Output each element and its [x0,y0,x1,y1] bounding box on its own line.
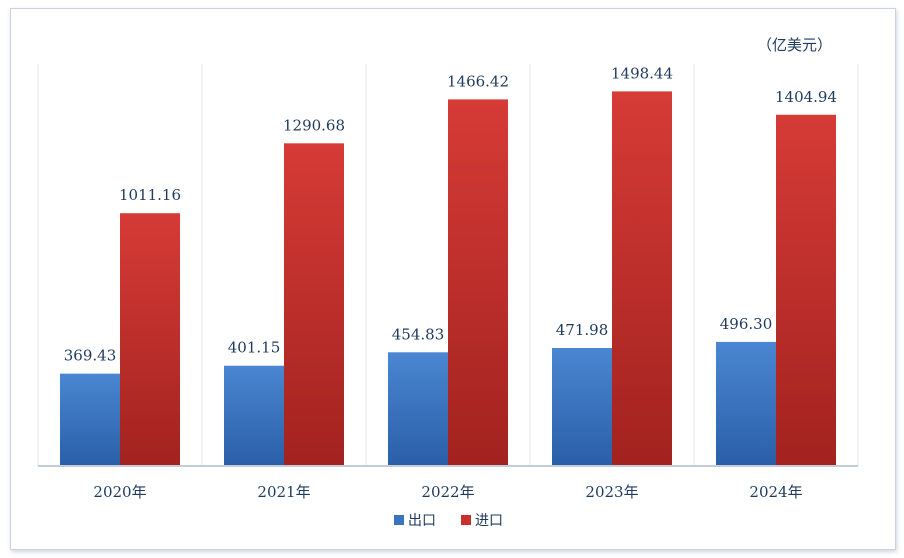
export-value-label: 471.98 [556,321,609,339]
import-value-label: 1011.16 [119,186,181,204]
export-value-label: 496.30 [720,315,773,333]
export-value-label: 454.83 [392,325,445,343]
category-label: 2024年 [749,483,802,501]
category-label: 2020年 [93,483,146,501]
import-value-label: 1290.68 [283,116,345,134]
import-value-label: 1404.94 [775,88,837,106]
export-bar [716,341,776,466]
export-value-label: 369.43 [64,347,117,365]
import-bar [120,213,180,466]
import-value-label: 1466.42 [447,72,509,90]
import-bar [776,114,836,466]
import-bar [448,99,508,467]
export-bar [388,352,448,466]
legend-swatch-export [394,515,404,525]
export-bar [224,365,284,466]
export-bar [60,373,120,466]
legend-swatch-import [461,515,471,525]
legend-label-export: 出口 [408,513,436,529]
import-value-label: 1498.44 [611,64,673,82]
import-bar [284,143,344,466]
unit-label: （亿美元） [757,36,832,54]
export-value-label: 401.15 [228,339,281,357]
export-bar [552,348,612,466]
category-label: 2023年 [585,483,638,501]
import-bar [612,91,672,466]
category-label: 2021年 [257,483,310,501]
category-label: 2022年 [421,483,474,501]
legend: 出口 进口 [394,513,503,529]
legend-label-import: 进口 [475,513,503,529]
